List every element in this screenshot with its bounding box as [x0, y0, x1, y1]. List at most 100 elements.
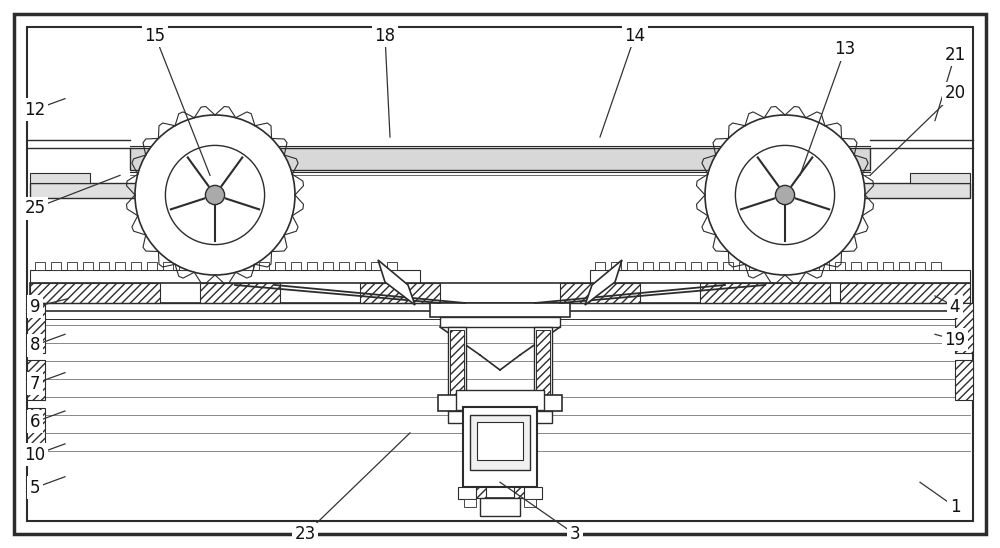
Text: 12: 12	[24, 101, 46, 118]
Bar	[536, 330, 550, 404]
Bar	[478, 458, 522, 480]
Bar	[477, 422, 523, 460]
Bar	[524, 499, 536, 507]
Bar	[371, 262, 381, 270]
Bar	[463, 407, 537, 487]
Bar	[440, 317, 560, 327]
Bar	[323, 262, 333, 270]
Bar	[30, 283, 160, 303]
Bar	[450, 330, 464, 404]
Bar	[131, 262, 141, 270]
Bar	[211, 262, 221, 270]
Bar	[803, 262, 813, 270]
Bar	[83, 262, 93, 270]
Bar	[700, 283, 830, 303]
Text: 10: 10	[24, 446, 46, 464]
Bar	[387, 262, 397, 270]
Bar	[534, 327, 552, 407]
Bar	[27, 303, 45, 353]
Bar	[307, 262, 317, 270]
Bar	[514, 478, 526, 498]
Bar	[360, 283, 440, 303]
Bar	[524, 487, 542, 499]
Bar	[595, 262, 605, 270]
Bar	[27, 408, 45, 448]
Bar	[448, 411, 552, 423]
Bar	[899, 262, 909, 270]
Bar	[915, 262, 925, 270]
Bar	[27, 360, 45, 400]
Bar	[819, 262, 829, 270]
Bar	[867, 262, 877, 270]
Bar	[955, 360, 973, 400]
Bar	[468, 480, 532, 498]
Text: 18: 18	[374, 27, 396, 44]
Bar	[243, 262, 253, 270]
Bar	[883, 262, 893, 270]
Bar	[851, 262, 861, 270]
Text: 7: 7	[30, 375, 40, 392]
Bar	[430, 303, 570, 317]
Bar	[464, 499, 476, 507]
Bar	[458, 487, 476, 499]
Bar	[472, 423, 528, 458]
Circle shape	[205, 185, 225, 204]
Bar	[179, 262, 189, 270]
Text: 23: 23	[294, 526, 316, 543]
Bar	[259, 262, 269, 270]
Bar	[163, 262, 173, 270]
Bar	[30, 270, 420, 283]
Bar	[691, 262, 701, 270]
Circle shape	[135, 115, 295, 275]
Text: 6: 6	[30, 413, 40, 431]
Text: 19: 19	[944, 331, 966, 349]
Text: 3: 3	[570, 526, 580, 543]
Bar	[627, 262, 637, 270]
Bar	[474, 478, 486, 498]
Circle shape	[775, 185, 795, 204]
Bar	[30, 283, 970, 303]
Bar	[339, 262, 349, 270]
Bar	[438, 395, 562, 411]
Text: 1: 1	[950, 498, 960, 516]
Bar	[448, 327, 466, 407]
Bar	[739, 262, 749, 270]
Bar	[955, 303, 973, 353]
Bar	[291, 262, 301, 270]
Bar	[675, 262, 685, 270]
Bar	[99, 262, 109, 270]
Bar	[470, 415, 530, 470]
Circle shape	[735, 145, 835, 244]
Bar	[910, 173, 970, 183]
Text: 15: 15	[144, 27, 166, 44]
Bar	[787, 262, 797, 270]
Circle shape	[705, 115, 865, 275]
Bar	[835, 262, 845, 270]
Text: 20: 20	[944, 84, 966, 102]
Polygon shape	[585, 260, 622, 305]
Bar	[771, 262, 781, 270]
Bar	[115, 262, 125, 270]
Bar	[200, 283, 280, 303]
Bar	[755, 262, 765, 270]
Text: 4: 4	[950, 298, 960, 316]
Polygon shape	[378, 260, 415, 305]
Bar	[456, 390, 544, 410]
Bar	[659, 262, 669, 270]
Bar	[67, 262, 77, 270]
Bar	[30, 173, 90, 183]
Bar	[355, 262, 365, 270]
Text: 13: 13	[834, 41, 856, 58]
Bar	[931, 262, 941, 270]
Bar	[130, 148, 870, 170]
Bar	[643, 262, 653, 270]
Text: 14: 14	[624, 27, 646, 44]
Circle shape	[165, 145, 265, 244]
Bar	[480, 498, 520, 516]
Text: 9: 9	[30, 298, 40, 316]
Bar	[707, 262, 717, 270]
Bar	[275, 262, 285, 270]
Bar	[195, 262, 205, 270]
Bar	[227, 262, 237, 270]
Bar	[35, 262, 45, 270]
